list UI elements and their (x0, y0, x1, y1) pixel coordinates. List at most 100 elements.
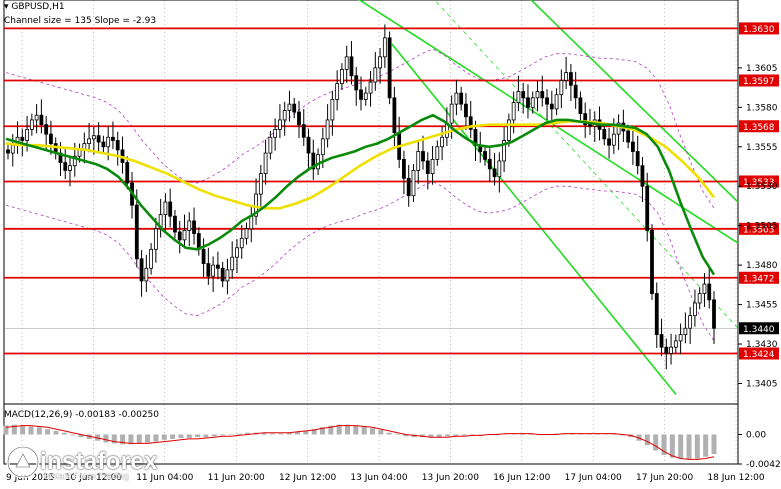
candle-body (10, 144, 15, 154)
level-label: 1.3503 (743, 225, 775, 235)
candle-body (306, 136, 311, 154)
candle-body (583, 113, 588, 126)
macd-histogram-bar (45, 429, 51, 435)
candle-body (530, 97, 535, 108)
macd-histogram-bar (228, 434, 234, 435)
candle-body (440, 136, 444, 148)
macd-histogram-bar (661, 434, 667, 455)
level-label: 1.3472 (743, 274, 775, 284)
candle-body (201, 248, 206, 264)
instaforex-logo-icon (6, 445, 40, 479)
macd-histogram-bar (678, 434, 684, 459)
candle-body (688, 315, 693, 329)
candle-body (206, 263, 211, 277)
macd-histogram-bar (361, 426, 367, 435)
time-tick-label: 13 Jun 04:00 (350, 473, 407, 483)
candle-body (468, 116, 473, 130)
candle-body (144, 267, 149, 282)
candle-body (278, 119, 282, 130)
candle-body (464, 103, 468, 118)
candle-body (664, 346, 669, 354)
candle-body (230, 256, 235, 271)
regression-channel (358, 0, 739, 396)
macd-histogram-bar (453, 434, 459, 437)
macd-histogram-bar (270, 433, 276, 435)
time-tick-label: 11 Jun 20:00 (208, 473, 265, 483)
macd-histogram-bar (103, 434, 109, 443)
macd-histogram-bar (444, 434, 450, 437)
candle-body (125, 162, 130, 184)
candle-body (459, 92, 464, 105)
macd-histogram-bar (170, 434, 176, 439)
channel-line (358, 0, 739, 244)
candle-body (640, 165, 645, 187)
macd-histogram-bar (70, 434, 76, 436)
macd-histogram-bar (378, 430, 384, 435)
candle-body (29, 119, 34, 130)
candle-body (430, 158, 435, 174)
macd-histogram-bar (353, 425, 359, 435)
candle-body (301, 124, 306, 138)
level-label: 1.3568 (743, 123, 775, 133)
candle-body (111, 136, 115, 141)
watermark-name: instaforex (40, 448, 158, 475)
candle-body (215, 264, 220, 269)
candle-body (654, 293, 659, 335)
macd-histogram-bar (211, 434, 217, 437)
candle-body (631, 141, 635, 152)
candle-body (173, 215, 177, 233)
collapse-triangle-icon[interactable]: ▾ (4, 2, 9, 12)
macd-histogram-bar (128, 434, 134, 445)
envelope-lower (5, 181, 715, 342)
price-tick-label: 1.3455 (746, 301, 778, 311)
time-tick-label: 18 Jun 12:00 (707, 473, 764, 483)
candle-body (387, 37, 392, 99)
time-tick-label: 12 Jun 12:00 (279, 473, 336, 483)
candle-body (669, 346, 673, 354)
candle-body (483, 151, 487, 160)
macd-histogram-bar (20, 425, 26, 435)
candle-body (282, 110, 287, 121)
level-tag (739, 74, 779, 87)
macd-histogram-bar (403, 434, 409, 437)
candle-body (220, 267, 225, 282)
level-tag (739, 271, 779, 284)
candle-body (39, 114, 44, 126)
candle-body (368, 81, 373, 94)
candle-body (659, 334, 664, 348)
macd-histogram-bar (386, 432, 392, 435)
price-tick-label: 1.3530 (746, 182, 778, 192)
candle-body (373, 67, 378, 83)
candle-body (163, 201, 168, 216)
envelope-upper (5, 48, 715, 209)
moving-averages (5, 113, 716, 276)
candle-body (526, 97, 530, 108)
macd-histogram-bar (111, 434, 117, 444)
candle-body (411, 170, 416, 197)
candle-body (573, 84, 578, 99)
candle-body (258, 173, 263, 195)
macd-histogram-bar (694, 434, 700, 459)
candle-body (268, 136, 273, 154)
candle-body (249, 215, 254, 230)
candle-body (101, 141, 106, 148)
macd-histogram-bar (245, 432, 251, 435)
level-label: 1.3424 (743, 350, 775, 360)
macd-histogram-bar (3, 425, 9, 435)
candle-body (273, 129, 278, 138)
macd-histogram-bar (461, 434, 467, 436)
candle-body (115, 140, 120, 151)
candle-body (707, 283, 712, 301)
macd-histogram-bar (669, 434, 675, 458)
candle-body (77, 149, 82, 157)
candle-body (292, 103, 297, 113)
candle-body (697, 293, 702, 304)
level-label: 1.3533 (743, 178, 775, 188)
macd-histogram-bar (711, 434, 717, 455)
macd-label: MACD(12,26,9) -0.00183 -0.00250 (4, 410, 160, 420)
candle-body (87, 138, 91, 145)
candle-body (516, 91, 521, 103)
candle-body (211, 264, 216, 277)
macd-histogram-bar (303, 430, 309, 435)
